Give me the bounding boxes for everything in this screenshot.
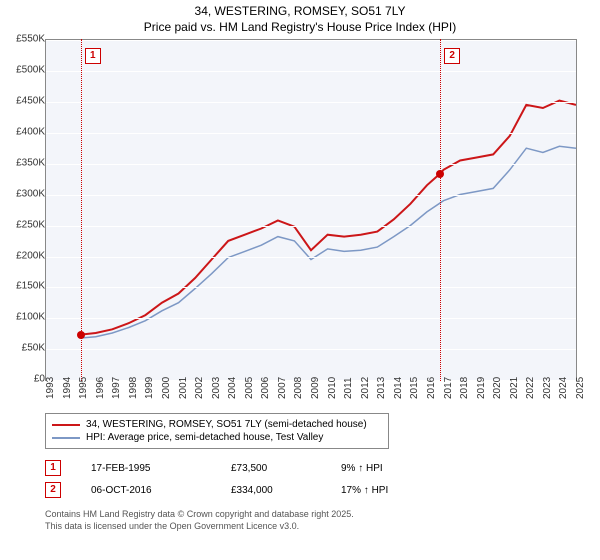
legend-row: HPI: Average price, semi-detached house,… bbox=[52, 431, 382, 444]
y-axis-label: £100K bbox=[5, 312, 45, 323]
title-subtitle: Price paid vs. HM Land Registry's House … bbox=[0, 20, 600, 36]
legend-row: 34, WESTERING, ROMSEY, SO51 7LY (semi-de… bbox=[52, 418, 382, 431]
marker-dot bbox=[77, 331, 85, 339]
y-axis-label: £450K bbox=[5, 96, 45, 107]
y-axis-label: £300K bbox=[5, 188, 45, 199]
y-axis-label: £50K bbox=[5, 343, 45, 354]
series-hpi bbox=[81, 146, 576, 338]
sale-marker: 1 bbox=[45, 460, 61, 476]
sale-date: 17-FEB-1995 bbox=[91, 463, 231, 474]
sale-price: £334,000 bbox=[231, 485, 341, 496]
footer-attribution: Contains HM Land Registry data © Crown c… bbox=[45, 509, 600, 532]
plot-area: 12 bbox=[45, 39, 577, 381]
sale-delta: 9% ↑ HPI bbox=[341, 463, 441, 474]
gridline bbox=[46, 257, 576, 258]
y-axis-label: £200K bbox=[5, 250, 45, 261]
y-axis-label: £550K bbox=[5, 34, 45, 45]
marker-number-2: 2 bbox=[444, 48, 460, 64]
gridline bbox=[46, 71, 576, 72]
legend-label: 34, WESTERING, ROMSEY, SO51 7LY (semi-de… bbox=[86, 419, 367, 430]
sale-row: 1 17-FEB-1995£73,5009% ↑ HPI bbox=[45, 457, 545, 479]
chart-area: 12 £0£50K£100K£150K£200K£250K£300K£350K£… bbox=[35, 39, 595, 409]
sale-delta: 17% ↑ HPI bbox=[341, 485, 441, 496]
legend-swatch bbox=[52, 424, 80, 426]
footer-line1: Contains HM Land Registry data © Crown c… bbox=[45, 509, 600, 521]
y-axis-label: £0 bbox=[5, 374, 45, 385]
gridline bbox=[46, 318, 576, 319]
y-axis-label: £400K bbox=[5, 126, 45, 137]
marker-line bbox=[440, 39, 441, 381]
y-axis-label: £250K bbox=[5, 219, 45, 230]
gridline bbox=[46, 133, 576, 134]
gridline bbox=[46, 40, 576, 41]
series-price-paid bbox=[81, 101, 576, 335]
gridline bbox=[46, 164, 576, 165]
title-address: 34, WESTERING, ROMSEY, SO51 7LY bbox=[0, 4, 600, 20]
page: 34, WESTERING, ROMSEY, SO51 7LY Price pa… bbox=[0, 0, 600, 560]
gridline bbox=[46, 287, 576, 288]
chart-title: 34, WESTERING, ROMSEY, SO51 7LY Price pa… bbox=[0, 0, 600, 35]
y-axis-label: £500K bbox=[5, 65, 45, 76]
sales-table: 1 17-FEB-1995£73,5009% ↑ HPI 2 06-OCT-2016£… bbox=[45, 457, 545, 501]
legend: 34, WESTERING, ROMSEY, SO51 7LY (semi-de… bbox=[45, 413, 389, 449]
gridline bbox=[46, 226, 576, 227]
legend-swatch bbox=[52, 437, 80, 439]
gridline bbox=[46, 349, 576, 350]
y-axis-label: £350K bbox=[5, 157, 45, 168]
sale-row: 2 06-OCT-2016£334,00017% ↑ HPI bbox=[45, 479, 545, 501]
sale-date: 06-OCT-2016 bbox=[91, 485, 231, 496]
sale-price: £73,500 bbox=[231, 463, 341, 474]
x-axis-label: 2025 bbox=[575, 377, 597, 399]
legend-label: HPI: Average price, semi-detached house,… bbox=[86, 432, 323, 443]
marker-dot bbox=[436, 170, 444, 178]
line-series bbox=[46, 40, 576, 380]
y-axis-label: £150K bbox=[5, 281, 45, 292]
marker-number-1: 1 bbox=[85, 48, 101, 64]
sale-marker: 2 bbox=[45, 482, 61, 498]
gridline bbox=[46, 195, 576, 196]
gridline bbox=[46, 102, 576, 103]
footer-line2: This data is licensed under the Open Gov… bbox=[45, 521, 600, 533]
